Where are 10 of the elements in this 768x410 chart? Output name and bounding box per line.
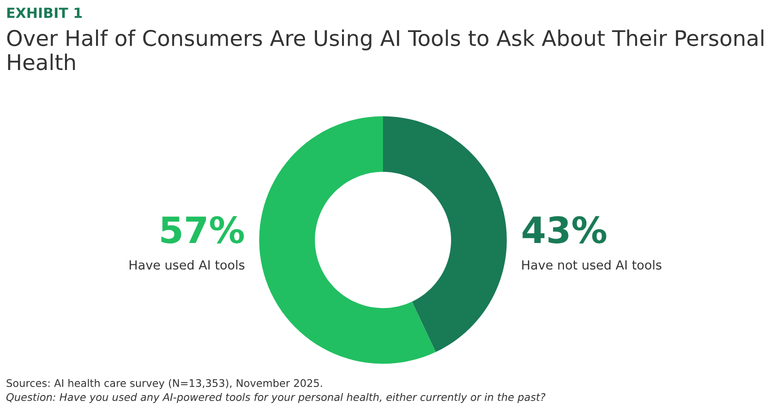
slice-label: Have not used AI tools [522, 260, 662, 270]
donut-slice [259, 116, 436, 364]
chart-title: Over Half of Consumers Are Using AI Tools to Ask About Their Personal Health [7, 30, 764, 70]
data-label: 43% [522, 216, 606, 244]
donut-slice [383, 116, 507, 352]
data-label: 57% [161, 216, 244, 244]
source-note: Sources: AI health care survey (N=13,353), November 2025. [6, 378, 322, 390]
slice-label: Have used AI tools [130, 260, 244, 270]
text: EXHIBIT 1 [7, 8, 82, 18]
text: Question: Have you used any AI-powered tools for your personal health, either currently or in the past? [6, 392, 546, 404]
